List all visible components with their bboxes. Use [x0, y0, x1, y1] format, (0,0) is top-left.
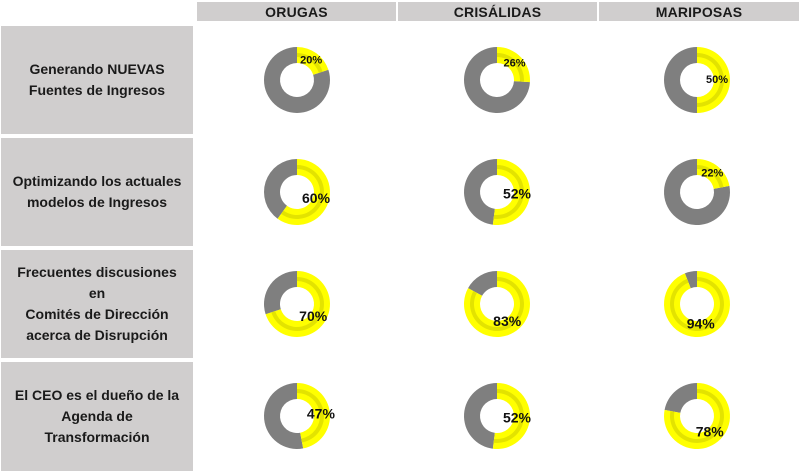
donut-remaining-slice [264, 159, 297, 219]
donut-remaining-slice [264, 383, 304, 449]
donut-percent-label: 78% [696, 423, 725, 439]
donut-value-highlight [493, 389, 524, 443]
column-header-mariposas: MARIPOSAS [599, 2, 799, 21]
donut-percent-label: 20% [300, 55, 322, 67]
donut-chart: 52% [464, 159, 532, 225]
donut-chart: 26% [464, 47, 530, 113]
donut-chart: 60% [264, 159, 331, 225]
donut-chart: 94% [664, 271, 730, 337]
row-header-discusiones: Frecuentes discusiones en Comités de Dir… [1, 250, 193, 358]
donut-chart: 47% [264, 383, 336, 449]
row-header-line: modelos de Ingresos [26, 194, 168, 210]
donut-value-highlight [493, 165, 524, 219]
donut-remaining-slice [464, 159, 497, 225]
donut-remaining-slice [684, 271, 697, 289]
donut-value-slice [492, 159, 530, 225]
row-header-line: Agenda de Transformación [44, 408, 150, 445]
donut-remaining-slice [664, 159, 730, 225]
donut-percent-label: 83% [493, 313, 522, 329]
row-header-line: Frecuentes discusiones en [17, 264, 177, 301]
row-header-line: Comités de Dirección [25, 306, 169, 322]
row-header-ceo: El CEO es el dueño de la Agenda de Trans… [1, 362, 193, 471]
donut-chart: 83% [464, 271, 530, 337]
donut-percent-label: 50% [706, 74, 728, 86]
donut-percent-label: 60% [302, 190, 331, 206]
donut-remaining-slice [468, 271, 497, 296]
donut-percent-label: 47% [307, 406, 336, 422]
row-header-line: Optimizando los actuales [12, 173, 182, 189]
donut-percent-label: 94% [687, 316, 716, 332]
donut-remaining-slice [664, 383, 697, 413]
donut-chart: 78% [664, 383, 730, 449]
donut-value-highlight [497, 53, 524, 82]
donut-remaining-slice [464, 383, 497, 449]
row-header-line: El CEO es el dueño de la [14, 387, 180, 403]
donut-percent-label: 52% [503, 185, 532, 201]
donut-remaining-slice [664, 47, 697, 113]
donut-value-slice [492, 383, 530, 449]
donut-value-highlight [281, 165, 324, 219]
donut-chart: 70% [264, 271, 330, 337]
donut-remaining-slice [464, 47, 530, 113]
donut-percent-label: 52% [503, 409, 532, 425]
donut-value-highlight [297, 389, 325, 443]
column-header-crisalidas: CRISÁLIDAS [398, 2, 597, 21]
donut-value-highlight [697, 53, 724, 107]
donut-value-slice [697, 47, 730, 113]
donut-chart: 50% [664, 47, 730, 113]
donut-remaining-slice [264, 47, 330, 113]
donut-chart: 22% [664, 159, 730, 225]
donut-value-slice [297, 383, 330, 449]
donut-chart: 52% [464, 383, 532, 449]
donut-percent-label: 22% [701, 168, 723, 180]
column-header-orugas: ORUGAS [197, 2, 396, 21]
row-header-line: acerca de Disrupción [26, 327, 168, 343]
donut-percent-label: 26% [503, 58, 525, 70]
donut-chart: 20% [264, 47, 330, 113]
row-header-optimizando: Optimizando los actuales modelos de Ingr… [1, 138, 193, 246]
donut-value-highlight [297, 53, 323, 73]
row-header-line: Fuentes de Ingresos [28, 82, 166, 98]
donut-percent-label: 70% [299, 308, 328, 324]
row-header-line: Generando NUEVAS [29, 61, 165, 77]
donut-value-highlight [697, 165, 724, 188]
row-header-nuevas-fuentes: Generando NUEVAS Fuentes de Ingresos [1, 26, 193, 134]
donut-remaining-slice [264, 271, 297, 315]
